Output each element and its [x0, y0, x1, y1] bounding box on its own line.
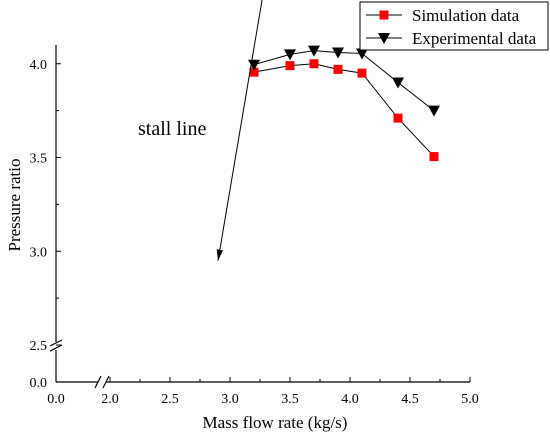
x-tick-label: 2.0: [101, 392, 119, 407]
arrow-head: [216, 249, 223, 261]
data-point: [248, 59, 260, 71]
x-axis-break-mark: [94, 375, 102, 389]
x-tick-label: 2.5: [161, 392, 179, 407]
data-point: [285, 61, 295, 71]
x-axis-break-mark: [102, 375, 110, 389]
data-point: [393, 113, 403, 123]
data-point: [309, 59, 319, 69]
legend-label: Experimental data: [412, 29, 537, 48]
plot-series: [248, 45, 440, 162]
data-point: [284, 49, 296, 61]
data-point: [429, 152, 439, 162]
legend-box: [359, 1, 549, 51]
legend-label: Simulation data: [412, 6, 520, 25]
stall-line-arrow: [217, 0, 263, 261]
annotation-label: stall line: [138, 118, 206, 140]
x-tick-label: 4.5: [401, 392, 419, 407]
x-tick-label: 3.0: [221, 392, 239, 407]
x-tick-label: 5.0: [461, 392, 479, 407]
data-point: [392, 77, 404, 89]
x-tick-label: 3.5: [281, 392, 299, 407]
data-point: [357, 68, 367, 78]
legend: Simulation data Experimental data: [359, 1, 549, 51]
y-tick-label: 3.0: [30, 245, 48, 260]
x-tick-label: 4.0: [341, 392, 359, 407]
y-axis-break-mark: [49, 339, 63, 347]
series-square: [249, 59, 439, 162]
series-line: [253, 50, 435, 112]
y-tick-label: 0.0: [30, 376, 48, 391]
data-point: [428, 105, 440, 117]
tick-labels: 0.0 2.0 2.5 3.0 3.5 4.0 4.5 5.0 0.0 2.5 3.0 3.5 4.0: [30, 58, 479, 407]
data-point: [308, 45, 320, 57]
series-line: [253, 63, 435, 157]
y-tick-label: 4.0: [30, 58, 48, 73]
axes: [49, 45, 471, 389]
data-point: [249, 67, 259, 77]
y-tick-label: 2.5: [30, 339, 48, 354]
x-tick-label: 0.0: [47, 392, 65, 407]
x-axis-title: Mass flow rate (kg/s): [203, 413, 348, 432]
stall-line-annotation: stall line: [138, 0, 263, 261]
data-point: [333, 64, 343, 74]
data-point: [332, 47, 344, 59]
series-triangle-down: [248, 45, 440, 117]
y-axis-break-mark: [49, 344, 63, 352]
y-axis-title: Pressure ratio: [5, 158, 24, 251]
data-point: [356, 48, 368, 60]
y-tick-label: 3.5: [30, 152, 48, 167]
legend-marker: [379, 10, 389, 20]
legend-marker: [378, 33, 390, 44]
